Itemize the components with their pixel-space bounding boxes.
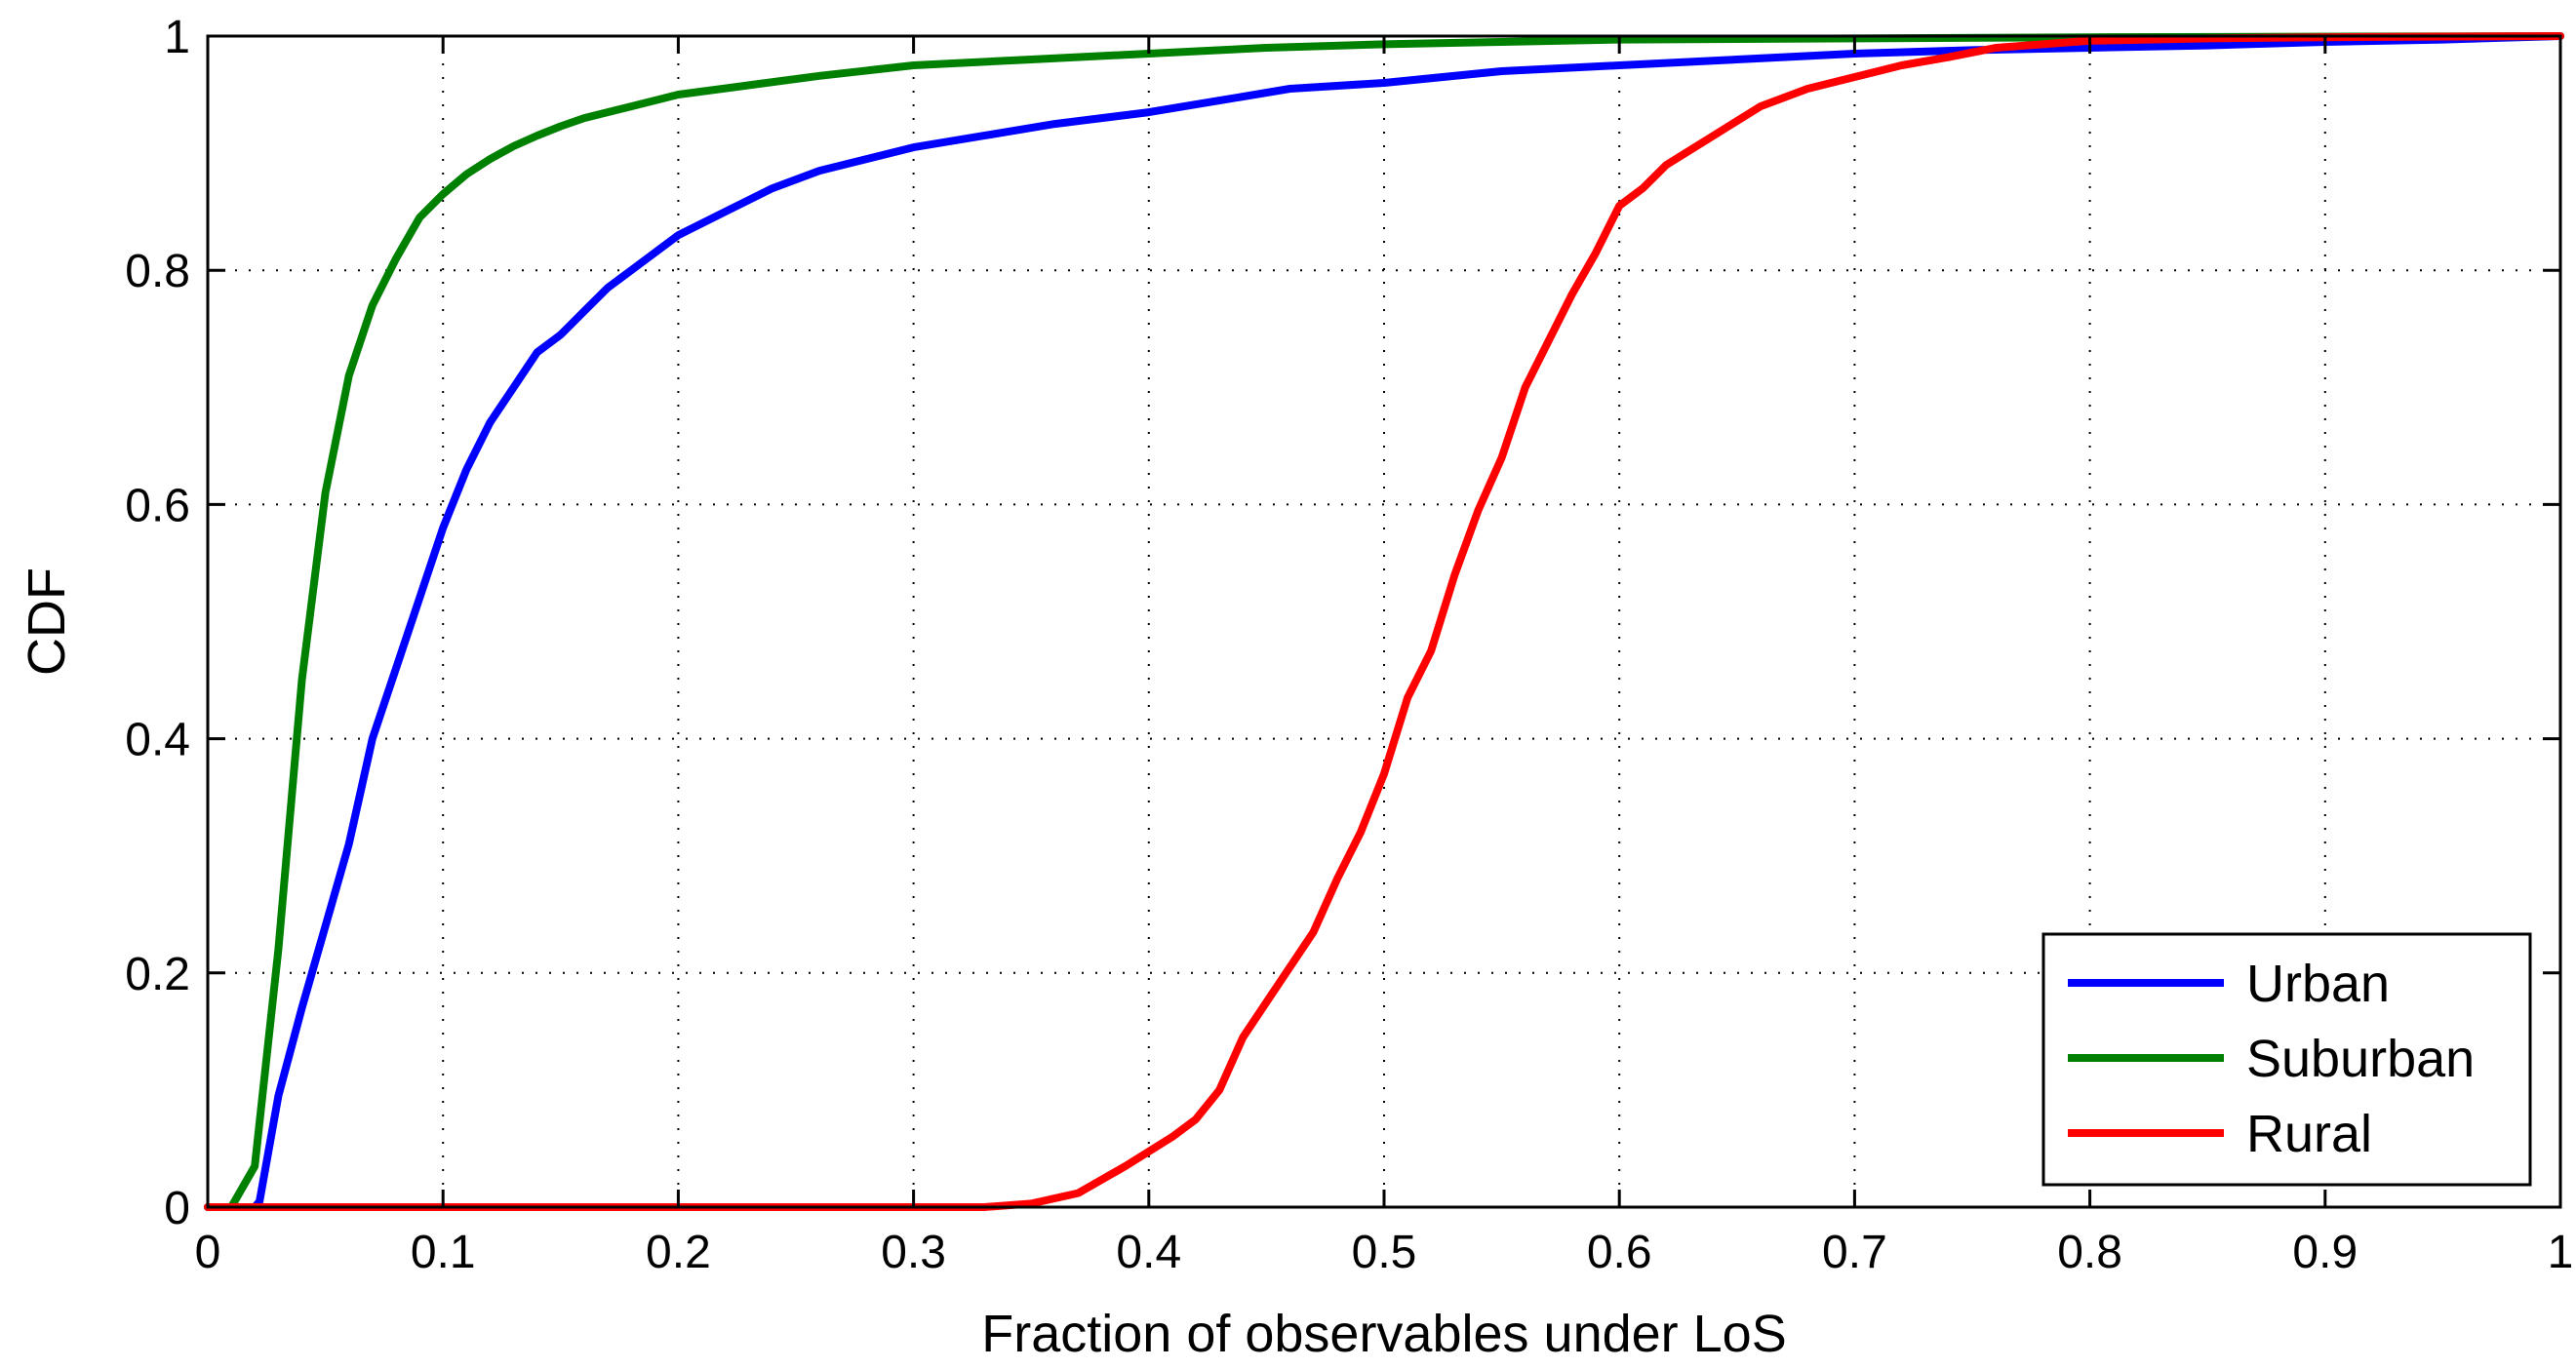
x-tick-label: 0.4 [1116,1227,1181,1278]
series-line-urban [204,32,2564,1211]
y-tick-label: 1 [164,12,190,63]
x-tick-label: 0.7 [1822,1227,1887,1278]
x-tick-label: 0.3 [881,1227,946,1278]
x-tick-label: 0.5 [1352,1227,1417,1278]
y-tick-label: 0.8 [125,246,190,297]
y-tick-label: 0 [164,1183,190,1234]
x-tick-labels: 0 0.1 0.2 0.3 0.4 0.5 0.6 0.7 0.8 0.9 1 [195,1227,2574,1278]
grid-lines [208,36,2560,1207]
y-tick-label: 0.2 [125,949,190,1000]
legend: Urban Suburban Rural [2041,932,2532,1187]
x-tick-label: 0.1 [411,1227,476,1278]
y-axis-label: CDF [18,567,76,676]
series-line-rural [204,32,2564,1211]
legend-label-suburban: Suburban [2246,1030,2475,1088]
x-tick-label: 0.6 [1587,1227,1652,1278]
y-tick-label: 0.4 [125,715,190,766]
legend-label-rural: Rural [2246,1105,2372,1163]
x-tick-label: 0 [195,1227,221,1278]
y-tick-labels: 0 0.2 0.4 0.6 0.8 1 [125,12,190,1234]
x-tick-label: 0.8 [2057,1227,2122,1278]
y-tick-label: 0.6 [125,480,190,531]
x-tick-label: 0.9 [2292,1227,2358,1278]
x-tick-label: 1 [2548,1227,2574,1278]
legend-label-urban: Urban [2246,955,2390,1013]
x-tick-label: 0.2 [646,1227,711,1278]
x-axis-label: Fraction of observables under LoS [981,1305,1786,1363]
axis-ticks [206,34,2562,1209]
